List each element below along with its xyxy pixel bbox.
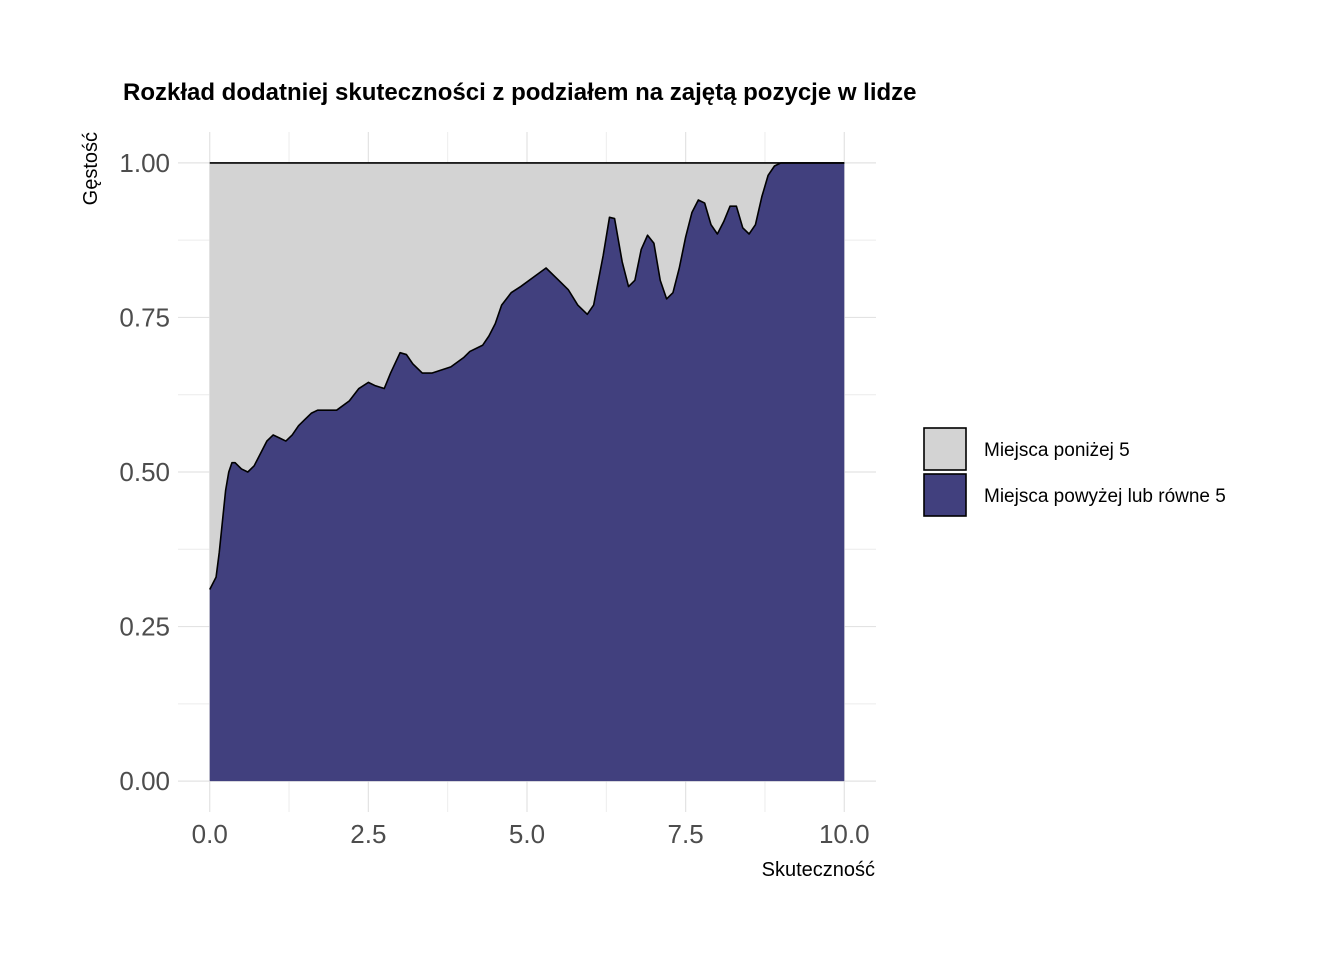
density-boundary-line xyxy=(209,162,845,590)
y-tick-label: 0.75 xyxy=(119,302,170,332)
legend-label: Miejsca powyżej lub równe 5 xyxy=(984,486,1226,507)
y-tick-label: 0.25 xyxy=(119,612,170,642)
x-tick-label: 7.5 xyxy=(668,819,704,849)
legend-swatch xyxy=(923,473,967,517)
x-axis-ticks: 0.0 2.5 5.0 7.5 10.0 xyxy=(192,819,870,849)
legend-swatch xyxy=(923,427,967,471)
legend: Miejsca poniżej 5 Miejsca powyżej lub rów… xyxy=(923,427,1226,517)
x-axis-label: Skuteczność xyxy=(762,859,875,881)
legend-label: Miejsca poniżej 5 xyxy=(984,440,1130,461)
y-axis-ticks: 0.00 0.25 0.50 0.75 1.00 xyxy=(119,148,170,796)
y-axis-label: Gęstość xyxy=(80,132,102,205)
x-tick-label: 0.0 xyxy=(192,819,228,849)
series-area-above-or-equal-5 xyxy=(209,162,845,782)
series-area-below-5 xyxy=(209,162,845,590)
x-tick-label: 2.5 xyxy=(350,819,386,849)
y-tick-label: 1.00 xyxy=(119,148,170,178)
y-tick-label: 0.50 xyxy=(119,457,170,487)
x-tick-label: 10.0 xyxy=(819,819,870,849)
x-tick-label: 5.0 xyxy=(509,819,545,849)
plot-area xyxy=(209,162,845,782)
y-tick-label: 0.00 xyxy=(119,766,170,796)
chart-title: Rozkład dodatniej skuteczności z podział… xyxy=(123,79,917,106)
